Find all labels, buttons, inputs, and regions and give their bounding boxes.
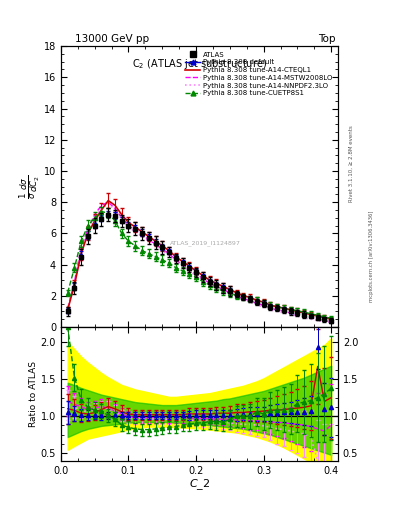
- Text: Rivet 3.1.10, ≥ 2.8M events: Rivet 3.1.10, ≥ 2.8M events: [349, 125, 354, 202]
- Text: ATLAS_2019_I1124897: ATLAS_2019_I1124897: [169, 240, 241, 246]
- Y-axis label: $\frac{1}{\sigma}\frac{d\sigma}{dC_2}$: $\frac{1}{\sigma}\frac{d\sigma}{dC_2}$: [19, 174, 42, 199]
- X-axis label: $C\_2$: $C\_2$: [189, 477, 210, 492]
- Text: C$_2$ (ATLAS jet substructure): C$_2$ (ATLAS jet substructure): [132, 57, 267, 71]
- Y-axis label: Ratio to ATLAS: Ratio to ATLAS: [29, 361, 38, 427]
- Legend: ATLAS, Pythia 8.308 default, Pythia 8.308 tune-A14-CTEQL1, Pythia 8.308 tune-A14: ATLAS, Pythia 8.308 default, Pythia 8.30…: [183, 50, 334, 98]
- Text: 13000 GeV pp: 13000 GeV pp: [75, 34, 149, 44]
- Text: mcplots.cern.ch [arXiv:1306.3436]: mcplots.cern.ch [arXiv:1306.3436]: [369, 210, 374, 302]
- Text: Top: Top: [318, 34, 336, 44]
